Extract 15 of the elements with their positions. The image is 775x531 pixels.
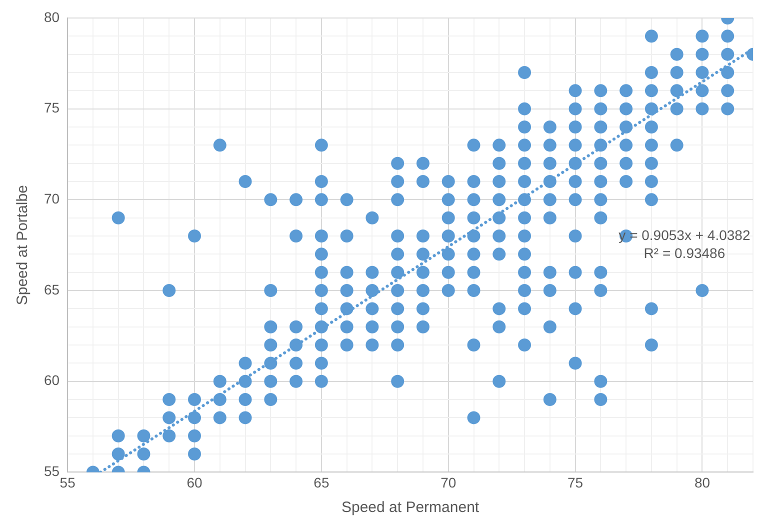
x-axis-title: Speed at Permanent xyxy=(341,499,480,516)
y-tick-label: 65 xyxy=(44,281,60,298)
y-tick-label: 70 xyxy=(44,190,60,207)
x-tick-label: 80 xyxy=(694,474,710,490)
x-tick-label: 60 xyxy=(186,474,202,490)
y-tick-label: 60 xyxy=(44,372,60,388)
x-tick-label: 55 xyxy=(60,474,76,490)
x-tick-label: 70 xyxy=(440,474,456,490)
y-tick-label: 75 xyxy=(44,100,60,116)
x-tick-label: 65 xyxy=(314,474,330,490)
y-tick-label: 80 xyxy=(44,8,60,25)
x-tick-label: 75 xyxy=(568,474,584,490)
y-tick-label: 55 xyxy=(44,463,60,480)
annotation: R² = 0.93486 xyxy=(644,244,726,261)
y-axis-title: Speed at Portalbe xyxy=(14,185,32,306)
